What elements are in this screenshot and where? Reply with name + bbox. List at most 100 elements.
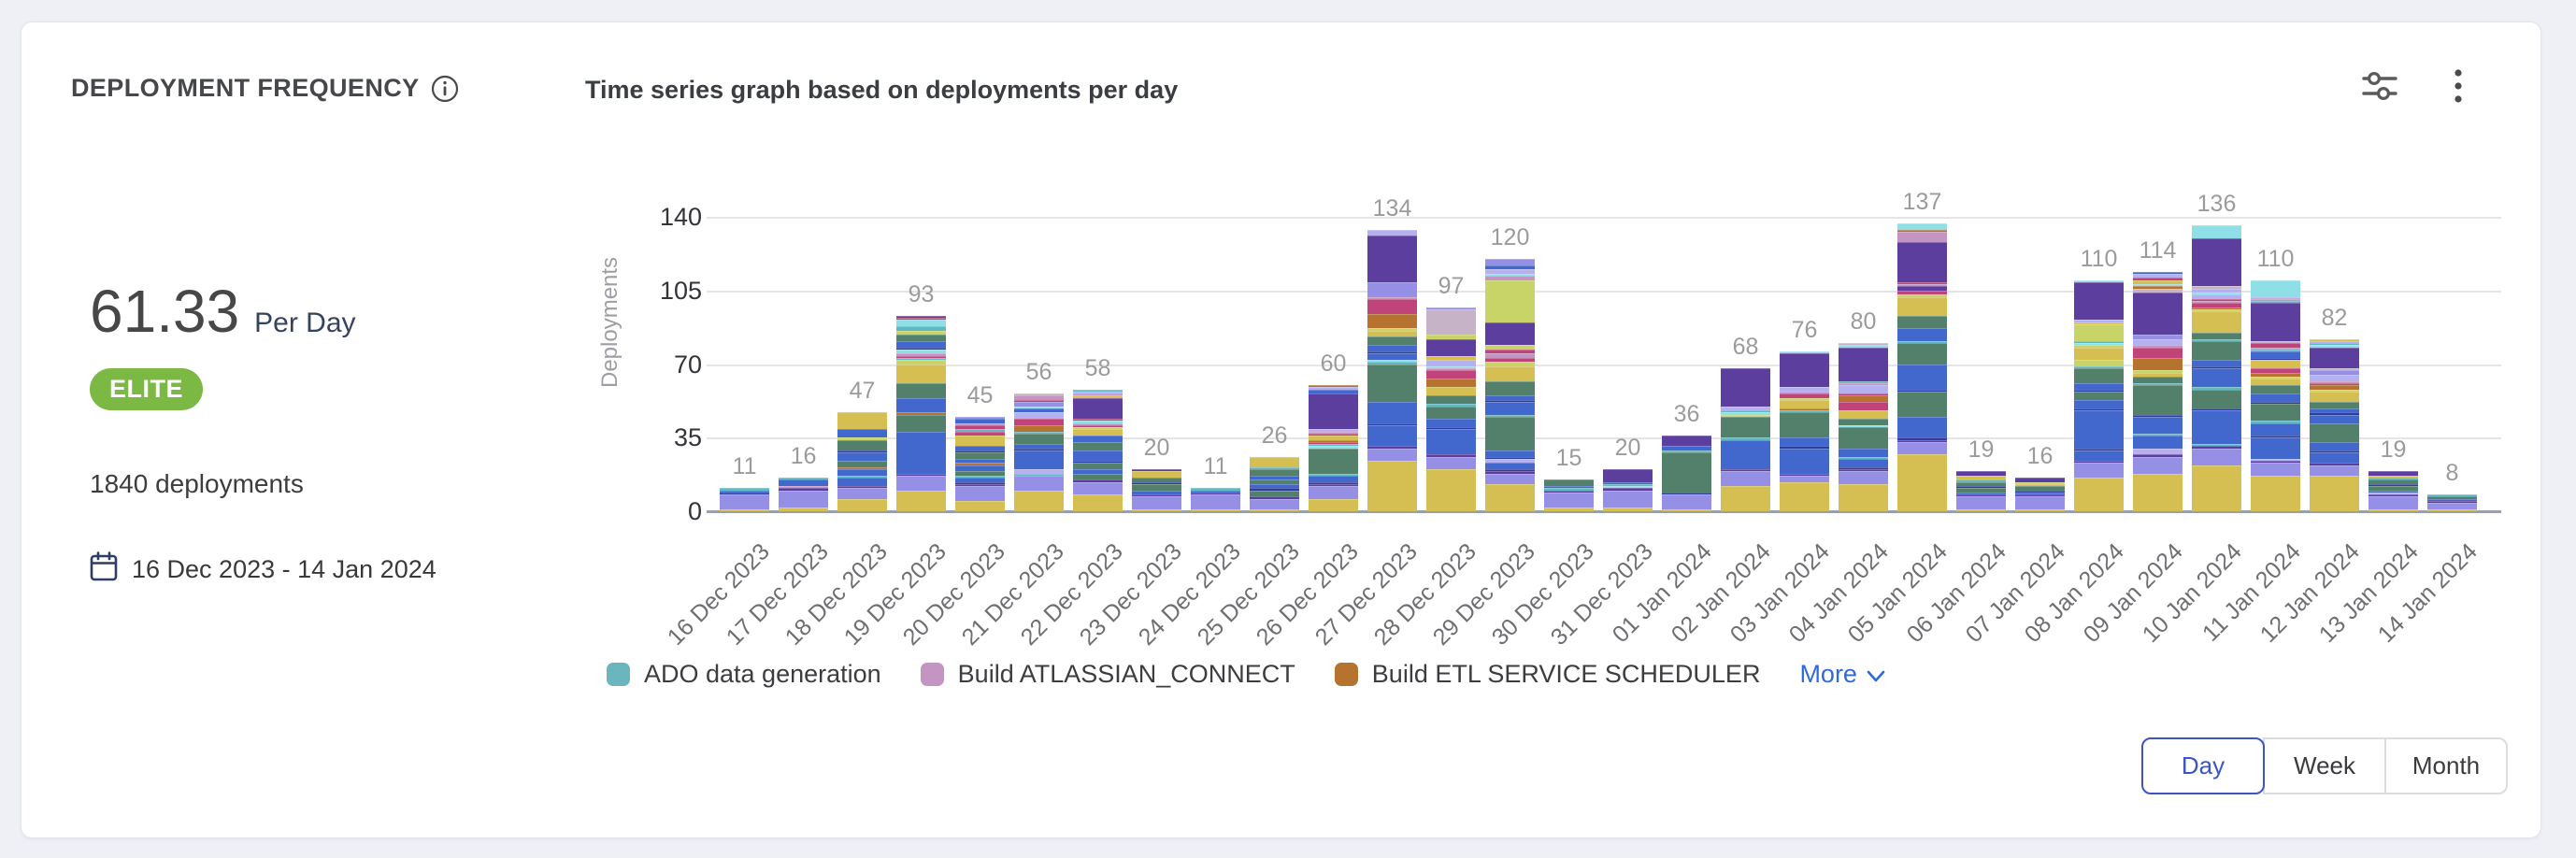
bar-segment <box>1367 236 1417 282</box>
bar-25-Dec-2023[interactable] <box>1250 456 1299 511</box>
bar-segment <box>955 475 1005 478</box>
bar-05-Jan-2024[interactable] <box>1897 222 1947 511</box>
bar-segment <box>1073 494 1123 511</box>
bar-segment <box>1544 486 1594 489</box>
bar-segment <box>2133 433 2182 436</box>
legend-item-build-etl-service-scheduler[interactable]: Build ETL SERVICE SCHEDULER <box>1334 660 1760 689</box>
bar-29-Dec-2023[interactable] <box>1485 259 1535 511</box>
bar-segment <box>2310 402 2359 408</box>
toggle-month-button[interactable]: Month <box>2384 737 2508 794</box>
bar-segment <box>2427 494 2477 497</box>
bar-segment <box>2251 379 2300 385</box>
bar-value-label: 60 <box>1320 350 1347 377</box>
legend-item-ado-data-generation[interactable]: ADO data generation <box>607 660 881 689</box>
bar-segment <box>2251 298 2300 301</box>
bar-17-Dec-2023[interactable] <box>779 478 828 511</box>
bar-segment <box>1426 368 1476 371</box>
bar-10-Jan-2024[interactable] <box>2192 225 2241 511</box>
bar-12-Jan-2024[interactable] <box>2310 338 2359 511</box>
bar-segment <box>1603 507 1653 511</box>
bar-segment <box>1485 362 1535 366</box>
bar-segment <box>1897 315 1947 329</box>
info-icon[interactable] <box>431 75 459 103</box>
bar-segment <box>2133 372 2182 377</box>
bar-segment <box>2251 437 2300 459</box>
bar-28-Dec-2023[interactable] <box>1426 307 1476 511</box>
bar-segment <box>1014 490 1064 511</box>
bar-segment <box>2192 408 2241 410</box>
kebab-menu-icon[interactable] <box>2440 67 2477 105</box>
bar-27-Dec-2023[interactable] <box>1367 229 1417 511</box>
toggle-day-button[interactable]: Day <box>2141 737 2265 794</box>
bar-segment <box>2074 279 2124 282</box>
bar-segment <box>2310 380 2359 383</box>
bar-13-Jan-2024[interactable] <box>2368 471 2418 511</box>
bar-segment <box>2015 486 2065 491</box>
bar-23-Dec-2023[interactable] <box>1132 469 1181 511</box>
bar-segment <box>2192 389 2241 408</box>
bar-segment <box>896 475 946 491</box>
bar-30-Dec-2023[interactable] <box>1544 479 1594 511</box>
bar-26-Dec-2023[interactable] <box>1309 385 1358 511</box>
bar-segment <box>896 473 946 476</box>
bar-segment <box>955 463 1005 465</box>
bar-segment <box>1485 259 1535 265</box>
bar-segment <box>1191 488 1240 491</box>
bar-21-Dec-2023[interactable] <box>1014 393 1064 511</box>
bar-segment <box>1544 479 1594 486</box>
bar-16-Dec-2023[interactable] <box>720 488 769 511</box>
bar-24-Dec-2023[interactable] <box>1191 488 1240 511</box>
bar-value-label: 8 <box>2445 460 2459 486</box>
bar-18-Dec-2023[interactable] <box>837 412 887 511</box>
bar-segment <box>2251 463 2300 476</box>
bar-segment <box>1780 408 1829 410</box>
bar-segment <box>1721 414 1770 417</box>
bar-04-Jan-2024[interactable] <box>1839 343 1888 511</box>
bar-segment <box>1250 488 1299 491</box>
bar-value-label: 136 <box>2197 191 2237 217</box>
bar-06-Jan-2024[interactable] <box>1956 471 2006 511</box>
bar-segment <box>1485 402 1535 415</box>
bar-31-Dec-2023[interactable] <box>1603 469 1653 511</box>
bar-segment <box>1014 393 1064 396</box>
bar-segment <box>1426 469 1476 511</box>
bar-segment <box>837 486 887 489</box>
bar-03-Jan-2024[interactable] <box>1780 351 1829 511</box>
bar-01-Jan-2024[interactable] <box>1662 436 1711 511</box>
bar-20-Dec-2023[interactable] <box>955 416 1005 511</box>
bar-segment <box>1367 281 1417 297</box>
bar-segment <box>1250 479 1299 484</box>
bar-segment <box>896 340 946 348</box>
bar-segment <box>2310 338 2359 341</box>
bar-09-Jan-2024[interactable] <box>2133 271 2182 511</box>
bar-segment <box>1897 229 1947 232</box>
bar-segment <box>2310 475 2359 511</box>
bar-segment <box>1897 294 1947 297</box>
legend-item-build-atlassian-connect[interactable]: Build ATLASSIAN_CONNECT <box>920 660 1295 689</box>
bar-segment <box>2427 496 2477 499</box>
bar-07-Jan-2024[interactable] <box>2015 478 2065 511</box>
bar-segment <box>1250 475 1299 480</box>
legend-more-link[interactable]: More <box>1799 660 1885 689</box>
bar-14-Jan-2024[interactable] <box>2427 494 2477 511</box>
bar-segment <box>2310 385 2359 390</box>
bar-08-Jan-2024[interactable] <box>2074 279 2124 511</box>
bar-segment <box>1426 395 1476 405</box>
bar-segment <box>1839 424 1888 427</box>
bar-segment <box>1485 265 1535 270</box>
bar-11-Jan-2024[interactable] <box>2251 279 2300 511</box>
bar-segment <box>896 335 946 341</box>
toggle-week-button[interactable]: Week <box>2263 737 2386 794</box>
bar-segment <box>2251 296 2300 299</box>
bar-19-Dec-2023[interactable] <box>896 315 946 511</box>
bar-segment <box>1662 492 1711 494</box>
filter-sliders-icon[interactable] <box>2361 67 2398 105</box>
bar-segment <box>1485 279 1535 322</box>
bar-segment <box>2427 508 2477 511</box>
bar-segment <box>1073 461 1123 464</box>
bar-segment <box>2192 301 2241 304</box>
bar-02-Jan-2024[interactable] <box>1721 368 1770 511</box>
bar-segment <box>1073 397 1123 419</box>
bar-22-Dec-2023[interactable] <box>1073 389 1123 511</box>
bar-segment <box>1603 469 1653 482</box>
